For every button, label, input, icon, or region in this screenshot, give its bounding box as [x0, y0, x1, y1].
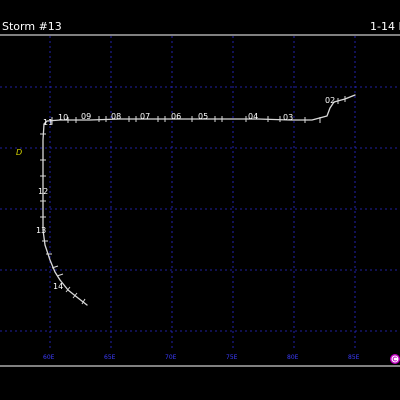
track-tick	[72, 292, 78, 299]
lon-label-70e: 70E	[165, 354, 177, 361]
track-label-14: 14	[53, 282, 63, 291]
storm-title: Storm #13	[2, 20, 62, 33]
lon-label-60e: 60E	[43, 354, 55, 361]
lon-label-80e: 80E	[287, 354, 299, 361]
track-label-09: 09	[81, 112, 91, 121]
track-label-10: 10	[58, 113, 68, 122]
track-label-04: 04	[248, 112, 258, 121]
position-marker-d: D	[16, 148, 22, 157]
track-label-03: 03	[283, 113, 293, 122]
lon-label-65e: 65E	[104, 354, 116, 361]
date-range: 1-14 F	[370, 20, 400, 33]
lat-lon-grid	[0, 36, 400, 350]
track-label-02: 02	[325, 96, 335, 105]
track-tick	[56, 273, 64, 277]
track-label-13: 13	[36, 226, 46, 235]
track-label-05: 05	[198, 112, 208, 121]
copyright-circle-icon	[390, 354, 400, 364]
track-tick	[81, 298, 86, 305]
track-label-07: 07	[140, 112, 150, 121]
track-tick	[51, 265, 59, 269]
track-label-12: 12	[38, 187, 48, 196]
track-tick	[65, 286, 71, 293]
track-label-08: 08	[111, 112, 121, 121]
storm-track-line	[42, 94, 356, 306]
lon-label-85e: 85E	[348, 354, 360, 361]
logo-c-glyph	[392, 356, 397, 362]
track-ticks	[40, 96, 346, 305]
lon-label-75e: 75E	[226, 354, 238, 361]
track-label-06: 06	[171, 112, 181, 121]
track-label-11: 11	[43, 118, 53, 127]
